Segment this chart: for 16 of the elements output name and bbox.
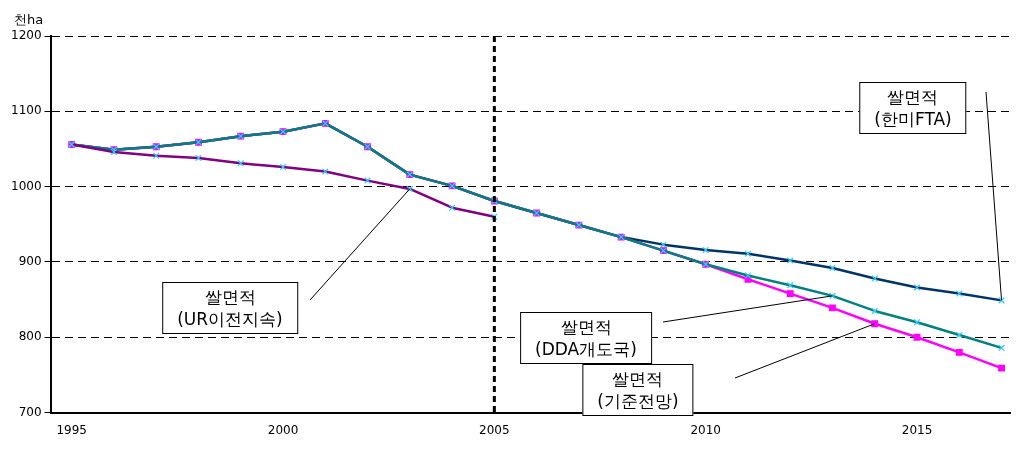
x-tick-label: 2010 xyxy=(690,422,721,437)
x-tick-label: 2000 xyxy=(267,422,299,437)
y-tick-label: 700 xyxy=(18,404,42,419)
y-tick-label: 1200 xyxy=(10,28,42,43)
x-tick-label: 1995 xyxy=(56,422,87,437)
annotation: 쌀면적 (기준전망) xyxy=(582,364,694,416)
y-axis-title: 천ha xyxy=(14,12,44,27)
y-tick-label: 1100 xyxy=(10,103,42,118)
y-tick-label: 800 xyxy=(18,329,42,344)
y-tick-label: 1000 xyxy=(10,178,42,193)
annotation: 쌀면적 (한미FTA) xyxy=(859,82,967,134)
annotation: 쌀면적 (UR이전지속) xyxy=(162,282,298,334)
x-tick-label: 2005 xyxy=(479,422,510,437)
y-tick-label: 900 xyxy=(18,254,42,269)
x-tick-label: 2015 xyxy=(901,422,933,437)
annotation: 쌀면적 (DDA개도국) xyxy=(520,312,652,364)
